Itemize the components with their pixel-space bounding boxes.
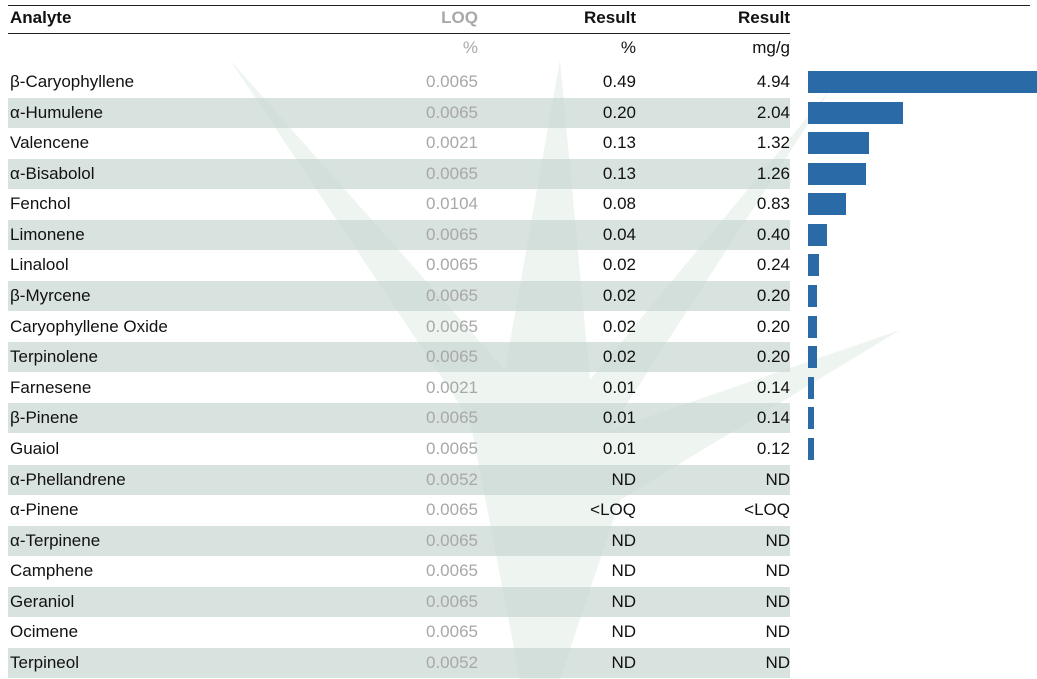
cell: 0.40 [590,225,790,245]
column-header: Result [590,8,790,28]
cell: ND [590,592,790,612]
analyte-name: α-Terpinene [10,531,100,551]
analyte-name: Terpineol [10,653,79,673]
unit-label: mg/g [590,38,790,58]
cell: 0.83 [590,194,790,214]
bar [808,193,846,215]
analyte-name: α-Bisabolol [10,164,94,184]
analyte-name: Linalool [10,255,69,275]
analyte-name: Caryophyllene Oxide [10,317,168,337]
analyte-name: α-Pinene [10,500,78,520]
cell: ND [590,561,790,581]
cell: ND [590,531,790,551]
analyte-name: β-Pinene [10,408,78,428]
analyte-name: Farnesene [10,378,91,398]
bar [808,102,903,124]
analyte-name: α-Phellandrene [10,470,126,490]
analyte-name: Camphene [10,561,93,581]
header-rule [8,33,790,34]
cell: 1.26 [590,164,790,184]
bar [808,316,817,338]
cell: 0.24 [590,255,790,275]
cell: 0.14 [590,378,790,398]
analyte-name: Guaiol [10,439,59,459]
bar [808,71,1037,93]
bar [808,285,817,307]
bar [808,407,814,429]
bar [808,377,814,399]
column-header: Analyte [10,8,71,28]
cell: 0.20 [590,317,790,337]
analyte-name: Limonene [10,225,85,245]
top-rule [8,5,1030,6]
cell: 1.32 [590,133,790,153]
bar [808,132,869,154]
cell: 0.12 [590,439,790,459]
cell: 0.14 [590,408,790,428]
analyte-name: Geraniol [10,592,74,612]
bar [808,163,866,185]
analyte-name: Valencene [10,133,89,153]
cell: 0.20 [590,347,790,367]
analyte-name: β-Myrcene [10,286,91,306]
analyte-name: Terpinolene [10,347,98,367]
analyte-name: Fenchol [10,194,70,214]
cell: <LOQ [590,500,790,520]
cell: 2.04 [590,103,790,123]
bar [808,438,814,460]
cell: ND [590,653,790,673]
analyte-name: β-Caryophyllene [10,72,134,92]
bar [808,224,827,246]
page: AnalyteLOQResultResult%%mg/gβ-Caryophyll… [0,0,1037,679]
cell: 4.94 [590,72,790,92]
bar [808,254,819,276]
cell: ND [590,622,790,642]
analyte-name: α-Humulene [10,103,103,123]
bar [808,346,817,368]
cell: ND [590,470,790,490]
analyte-name: Ocimene [10,622,78,642]
cell: 0.20 [590,286,790,306]
